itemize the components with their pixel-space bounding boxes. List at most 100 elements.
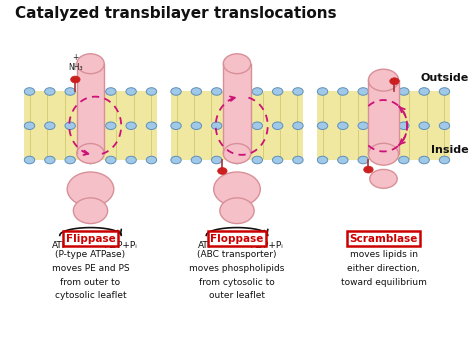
Circle shape — [378, 122, 389, 130]
Text: Scramblase: Scramblase — [349, 234, 418, 244]
Circle shape — [439, 156, 450, 164]
Circle shape — [126, 88, 137, 95]
Ellipse shape — [73, 198, 108, 224]
Circle shape — [252, 156, 263, 164]
Text: outer leaflet: outer leaflet — [209, 291, 265, 300]
Ellipse shape — [214, 172, 260, 206]
Ellipse shape — [368, 143, 399, 165]
Text: (ABC transporter): (ABC transporter) — [197, 250, 277, 259]
Circle shape — [337, 156, 348, 164]
Text: moves PE and PS: moves PE and PS — [52, 264, 129, 273]
Bar — [171, 92, 303, 126]
Bar — [318, 92, 450, 126]
Bar — [368, 80, 399, 154]
Circle shape — [419, 156, 429, 164]
Circle shape — [399, 88, 409, 95]
Ellipse shape — [77, 54, 104, 74]
Circle shape — [293, 122, 303, 130]
Circle shape — [211, 156, 222, 164]
Circle shape — [146, 122, 156, 130]
Text: toward equilibrium: toward equilibrium — [341, 278, 427, 287]
Text: moves lipids in: moves lipids in — [349, 250, 418, 259]
Circle shape — [318, 88, 328, 95]
Circle shape — [146, 156, 156, 164]
Text: either direction,: either direction, — [347, 264, 420, 273]
Circle shape — [318, 122, 328, 130]
Circle shape — [171, 122, 181, 130]
Circle shape — [126, 122, 137, 130]
Text: ADP+Pᵢ: ADP+Pᵢ — [105, 240, 137, 249]
Circle shape — [232, 88, 242, 95]
Text: ADP+Pᵢ: ADP+Pᵢ — [251, 240, 284, 249]
Text: +
NH₃: + NH₃ — [68, 53, 82, 72]
Bar — [171, 126, 303, 160]
Circle shape — [419, 88, 429, 95]
Circle shape — [24, 88, 35, 95]
Ellipse shape — [223, 54, 251, 74]
Bar — [77, 64, 104, 153]
Circle shape — [191, 122, 201, 130]
Circle shape — [358, 122, 368, 130]
Circle shape — [191, 88, 201, 95]
Ellipse shape — [77, 143, 104, 163]
Circle shape — [191, 156, 201, 164]
Circle shape — [24, 156, 35, 164]
Text: Inside: Inside — [431, 145, 469, 155]
Circle shape — [106, 122, 116, 130]
Circle shape — [252, 122, 263, 130]
Text: Floppase: Floppase — [210, 234, 264, 244]
Circle shape — [171, 156, 181, 164]
Circle shape — [364, 166, 373, 173]
Circle shape — [85, 88, 96, 95]
Ellipse shape — [368, 69, 399, 91]
Circle shape — [399, 122, 409, 130]
Circle shape — [71, 76, 80, 83]
Bar — [24, 126, 156, 160]
Circle shape — [439, 88, 450, 95]
Circle shape — [45, 156, 55, 164]
Circle shape — [419, 122, 429, 130]
Circle shape — [106, 88, 116, 95]
Text: ATP: ATP — [198, 240, 214, 249]
Circle shape — [85, 122, 96, 130]
Circle shape — [218, 168, 227, 174]
Circle shape — [337, 88, 348, 95]
Ellipse shape — [223, 143, 251, 163]
Bar — [223, 64, 251, 153]
Bar — [318, 126, 450, 160]
Circle shape — [45, 122, 55, 130]
Circle shape — [337, 122, 348, 130]
Circle shape — [318, 156, 328, 164]
Circle shape — [232, 156, 242, 164]
Circle shape — [358, 88, 368, 95]
Circle shape — [273, 156, 283, 164]
Circle shape — [65, 156, 75, 164]
Circle shape — [293, 156, 303, 164]
Circle shape — [293, 88, 303, 95]
Ellipse shape — [220, 198, 254, 224]
Circle shape — [378, 88, 389, 95]
Text: Catalyzed transbilayer translocations: Catalyzed transbilayer translocations — [15, 6, 337, 21]
Circle shape — [45, 88, 55, 95]
Circle shape — [378, 156, 389, 164]
Bar — [24, 92, 156, 126]
Circle shape — [252, 88, 263, 95]
Text: Outside: Outside — [420, 73, 469, 83]
Circle shape — [273, 88, 283, 95]
Circle shape — [232, 122, 242, 130]
Circle shape — [65, 88, 75, 95]
Circle shape — [399, 156, 409, 164]
Circle shape — [65, 122, 75, 130]
Circle shape — [126, 156, 137, 164]
Text: moves phospholipids: moves phospholipids — [189, 264, 285, 273]
Circle shape — [211, 122, 222, 130]
Circle shape — [85, 156, 96, 164]
Ellipse shape — [370, 170, 397, 188]
Circle shape — [106, 156, 116, 164]
Circle shape — [390, 78, 399, 85]
Circle shape — [171, 88, 181, 95]
Circle shape — [24, 122, 35, 130]
Circle shape — [358, 156, 368, 164]
Circle shape — [439, 122, 450, 130]
Circle shape — [211, 88, 222, 95]
